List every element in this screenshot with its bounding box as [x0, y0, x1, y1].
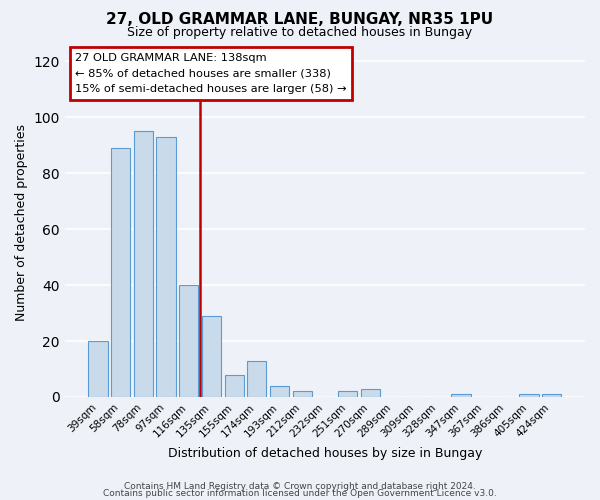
X-axis label: Distribution of detached houses by size in Bungay: Distribution of detached houses by size … [168, 447, 482, 460]
Bar [542, 394, 562, 397]
Text: 27 OLD GRAMMAR LANE: 138sqm
← 85% of detached houses are smaller (338)
15% of se: 27 OLD GRAMMAR LANE: 138sqm ← 85% of det… [75, 52, 347, 94]
Bar [157, 137, 176, 397]
Text: Contains public sector information licensed under the Open Government Licence v3: Contains public sector information licen… [103, 489, 497, 498]
Bar [338, 392, 357, 397]
Text: Contains HM Land Registry data © Crown copyright and database right 2024.: Contains HM Land Registry data © Crown c… [124, 482, 476, 491]
Bar [224, 374, 244, 397]
Bar [270, 386, 289, 397]
Y-axis label: Number of detached properties: Number of detached properties [15, 124, 28, 320]
Bar [520, 394, 539, 397]
Text: 27, OLD GRAMMAR LANE, BUNGAY, NR35 1PU: 27, OLD GRAMMAR LANE, BUNGAY, NR35 1PU [106, 12, 494, 28]
Bar [88, 341, 108, 397]
Bar [134, 132, 153, 397]
Bar [111, 148, 130, 397]
Bar [179, 285, 199, 397]
Bar [293, 392, 312, 397]
Bar [247, 360, 266, 397]
Bar [361, 388, 380, 397]
Text: Size of property relative to detached houses in Bungay: Size of property relative to detached ho… [127, 26, 473, 39]
Bar [202, 316, 221, 397]
Bar [451, 394, 470, 397]
